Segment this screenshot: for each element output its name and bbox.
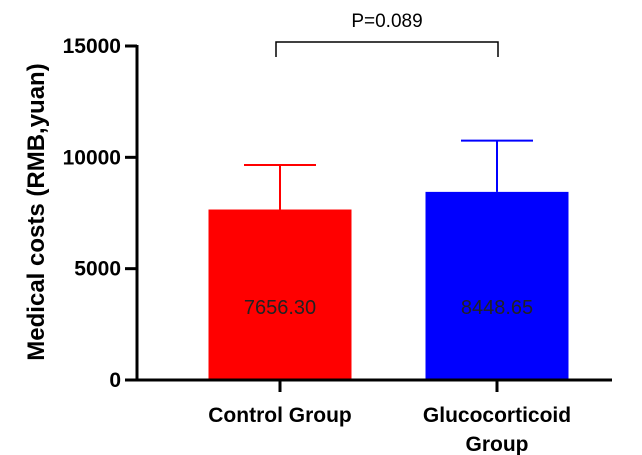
bar [425,191,569,380]
p-value-label: P=0.089 [351,11,422,32]
bar-value-label: 7656.30 [244,297,316,319]
y-tick-label: 15000 [63,35,121,58]
y-tick-label: 0 [109,369,121,392]
bars: 7656.30 Control Group 8448.65 Glucocorticoi… [208,139,571,455]
y-tick-label: 10000 [63,146,121,169]
significance-bracket: P=0.089 [275,11,499,57]
x-category-label: Control Group [208,404,351,427]
y-axis-ticks: 0 5000 10000 15000 [63,35,137,392]
bar [208,209,352,380]
x-category-label: Glucocorticoid [423,404,571,427]
bracket-line [275,41,499,57]
y-tick-label: 5000 [74,258,121,281]
y-axis-title: Medical costs (RMB,yuan) [23,63,50,360]
bar-value-label: 8448.65 [461,297,533,319]
x-category-label: Group [466,433,529,455]
